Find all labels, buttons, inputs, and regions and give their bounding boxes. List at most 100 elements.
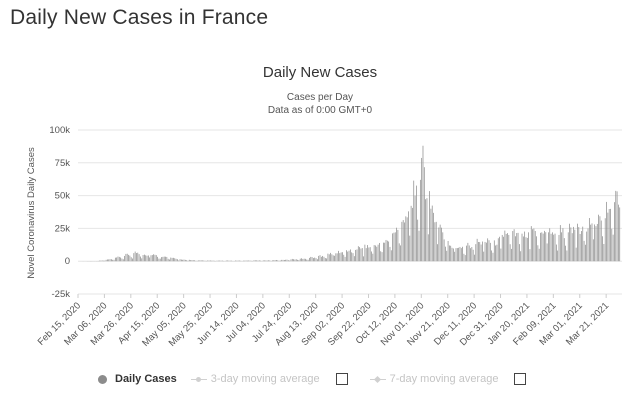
- bar: [165, 256, 166, 262]
- y-tick-label: 50k: [55, 191, 71, 202]
- bar: [435, 221, 437, 262]
- bar: [489, 242, 491, 262]
- bar: [243, 260, 244, 262]
- bar: [121, 258, 123, 262]
- bar: [559, 225, 561, 262]
- bar: [122, 259, 124, 262]
- bar: [344, 256, 346, 262]
- bar: [618, 204, 619, 262]
- bar: [592, 239, 594, 262]
- bar: [486, 242, 487, 262]
- bar: [109, 259, 111, 262]
- bar: [157, 256, 158, 262]
- bar: [187, 260, 189, 262]
- bar: [611, 228, 613, 262]
- bar: [347, 251, 349, 262]
- bar: [268, 260, 269, 262]
- bar: [619, 207, 621, 262]
- bar: [516, 233, 518, 262]
- bar: [455, 248, 457, 262]
- bar: [220, 260, 222, 262]
- bar: [505, 233, 507, 262]
- legend-7-day-average[interactable]: 7-day moving average: [369, 373, 498, 385]
- bar: [319, 255, 321, 262]
- bar: [138, 254, 140, 262]
- bar: [450, 245, 452, 262]
- bar: [151, 255, 153, 262]
- bar: [128, 254, 129, 262]
- bar: [253, 260, 255, 262]
- bar: [431, 205, 433, 262]
- bar: [322, 255, 323, 262]
- bar: [596, 223, 598, 262]
- y-tick-label: 75k: [55, 158, 71, 169]
- bar: [377, 244, 379, 262]
- chart-subtitle-line-2: Data as of 0:00 GMT+0: [268, 105, 373, 116]
- bar: [365, 248, 367, 262]
- bar: [480, 244, 482, 262]
- bar: [272, 260, 273, 262]
- bar: [158, 258, 160, 262]
- bar: [276, 259, 277, 262]
- bar: [297, 259, 298, 262]
- bar: [454, 251, 456, 262]
- bar: [513, 229, 515, 262]
- bar: [334, 255, 335, 262]
- bar: [332, 255, 334, 262]
- bar: [348, 250, 350, 262]
- bar: [118, 256, 120, 262]
- bar: [554, 233, 556, 262]
- bar: [476, 238, 478, 262]
- bar: [351, 252, 353, 262]
- bar: [219, 260, 221, 262]
- bar: [487, 238, 489, 262]
- legend-daily-cases[interactable]: Daily Cases: [98, 373, 177, 385]
- bar: [130, 257, 132, 262]
- bar: [221, 260, 223, 262]
- bar: [599, 216, 601, 262]
- bar: [484, 241, 486, 262]
- bar: [538, 248, 540, 262]
- bar: [379, 242, 380, 262]
- bar: [591, 223, 593, 262]
- bar: [426, 198, 428, 262]
- bar: [147, 255, 149, 262]
- bar: [103, 260, 104, 262]
- bar: [198, 260, 199, 262]
- bar: [175, 258, 177, 262]
- checkbox-7-day-average[interactable]: [514, 373, 527, 385]
- bar: [173, 257, 174, 262]
- bar: [529, 249, 531, 262]
- bar: [124, 255, 125, 262]
- bar: [184, 259, 186, 262]
- bar: [588, 218, 590, 262]
- checkbox-3-day-average[interactable]: [335, 373, 348, 385]
- bar: [132, 258, 133, 262]
- bar: [169, 259, 170, 262]
- bar: [245, 260, 247, 262]
- bar: [549, 228, 551, 262]
- bar: [552, 232, 553, 262]
- legend-daily-cases-marker: [98, 374, 107, 384]
- y-axis-label: Novel Coronavirus Daily Cases: [26, 147, 37, 279]
- bar: [402, 220, 404, 262]
- bar: [563, 238, 565, 262]
- bar: [492, 252, 494, 262]
- bar: [540, 232, 541, 262]
- bar: [389, 246, 391, 262]
- bar: [167, 258, 169, 262]
- bar: [383, 242, 384, 262]
- bar: [390, 250, 392, 262]
- bar: [579, 234, 581, 262]
- bar: [414, 195, 416, 262]
- legend-3-day-average[interactable]: 3-day moving average: [190, 373, 320, 385]
- bar: [210, 260, 211, 262]
- bar: [216, 260, 218, 262]
- bar: [602, 236, 603, 262]
- bar: [522, 236, 524, 262]
- bar: [380, 251, 382, 262]
- bar: [200, 260, 202, 262]
- bar: [364, 244, 366, 262]
- bar: [141, 258, 143, 262]
- bar: [571, 233, 573, 262]
